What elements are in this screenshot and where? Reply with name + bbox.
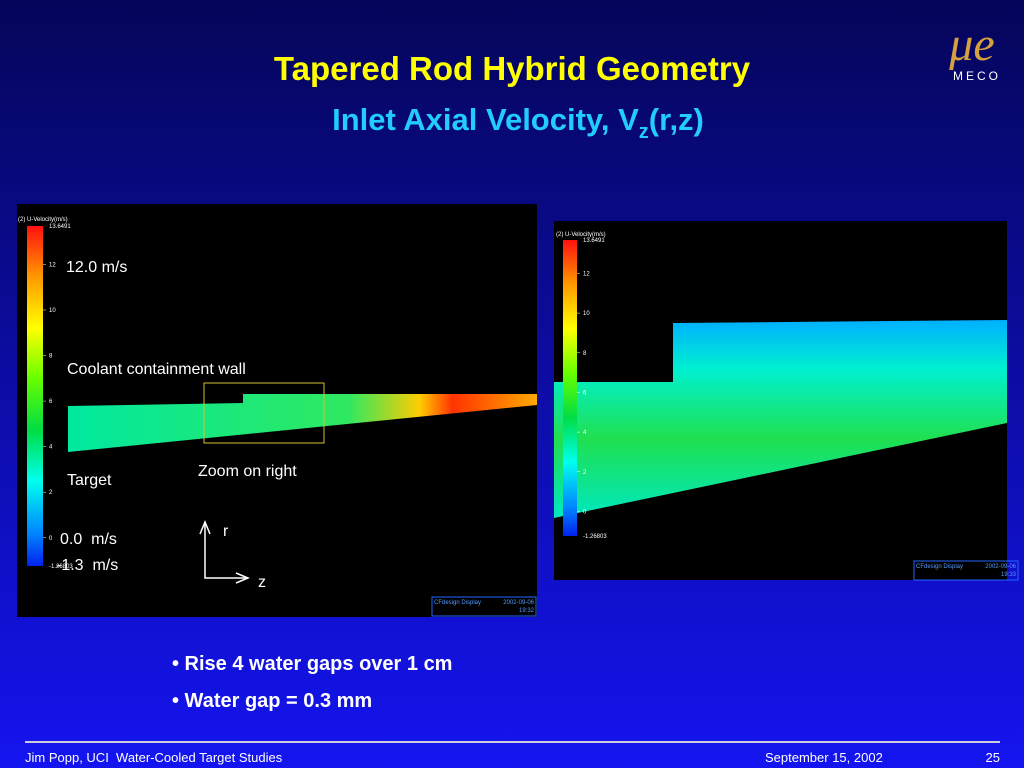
bullet: • Rise 4 water gaps over 1 cm [172, 653, 452, 675]
stamp-time: 19:32 [519, 608, 535, 614]
color-max: 13.6491 [49, 224, 71, 230]
subtitle-sub: z [639, 121, 649, 143]
stamp-name: CFdesign Display [434, 600, 481, 606]
color-tick-label: 6 [49, 399, 53, 405]
color-tick-label: 10 [49, 308, 56, 314]
annotation: Zoom on right [198, 463, 297, 480]
subtitle-main: Inlet Axial Velocity, V [332, 102, 639, 137]
annotation: z [258, 574, 266, 591]
annotation: 12.0 m/s [66, 259, 127, 276]
zoom-box [203, 382, 325, 444]
annotation: Target [67, 472, 112, 489]
color-tick-label: 12 [49, 262, 56, 268]
color-tick-label: 10 [583, 311, 590, 317]
annotation: Coolant containment wall [67, 361, 246, 378]
subtitle: Inlet Axial Velocity, Vz(r,z) [332, 102, 704, 143]
stamp-box [431, 596, 537, 617]
color-tick-label: 0 [583, 509, 587, 515]
logo-name: MECO [953, 69, 1001, 83]
annotation: 0.0 m/s [60, 531, 117, 548]
stamp-date: 2002-09-06 [503, 600, 534, 606]
color-tick-label: 8 [49, 354, 53, 360]
right-panel: (2) U-Velocity(m/s)13.6491 -1.26803 12 10 8 6… [554, 221, 1019, 581]
footer-page: 25 [986, 750, 1000, 765]
axis-lines [204, 522, 248, 579]
color-tick-label: 8 [583, 351, 587, 357]
color-tick-label: 12 [583, 271, 590, 277]
axis-arrow-z [235, 572, 250, 584]
color-tick-label: 4 [583, 430, 587, 436]
flow-field [68, 394, 537, 452]
color-tick-label: 2 [49, 490, 53, 496]
color-min: -1.26803 [49, 564, 73, 570]
stamp-name: CFdesign Display [916, 564, 963, 570]
flow-field [554, 320, 1007, 518]
color-tick-label: 4 [49, 445, 53, 451]
stamp-date: 2002-09-06 [985, 564, 1016, 570]
color-min: -1.26803 [583, 534, 607, 540]
color-bar [27, 226, 43, 566]
color-tick-label: 6 [583, 390, 587, 396]
footer-left: Jim Popp, UCI Water-Cooled Target Studie… [25, 750, 283, 765]
annotation: -1.3 m/s [56, 557, 118, 574]
legend-title: (2) U-Velocity(m/s) [18, 217, 68, 223]
color-bar [563, 240, 577, 536]
color-max: 13.6491 [583, 238, 605, 244]
legend-title: (2) U-Velocity(m/s) [556, 232, 606, 238]
stamp-box [913, 560, 1019, 581]
subtitle-end: (r,z) [649, 102, 704, 137]
title: Tapered Rod Hybrid Geometry [274, 50, 751, 87]
color-tick-label: 0 [49, 536, 53, 542]
bullet: • Water gap = 0.3 mm [172, 690, 372, 712]
color-tick-label: 2 [583, 470, 587, 476]
annotation: r [223, 523, 229, 540]
footer-date: September 15, 2002 [765, 750, 883, 765]
stamp-time: 19:33 [1001, 572, 1017, 578]
logo-symbol: μe [948, 18, 994, 71]
left-panel: 12.0 m/s Coolant containment wall Target… [17, 204, 537, 617]
